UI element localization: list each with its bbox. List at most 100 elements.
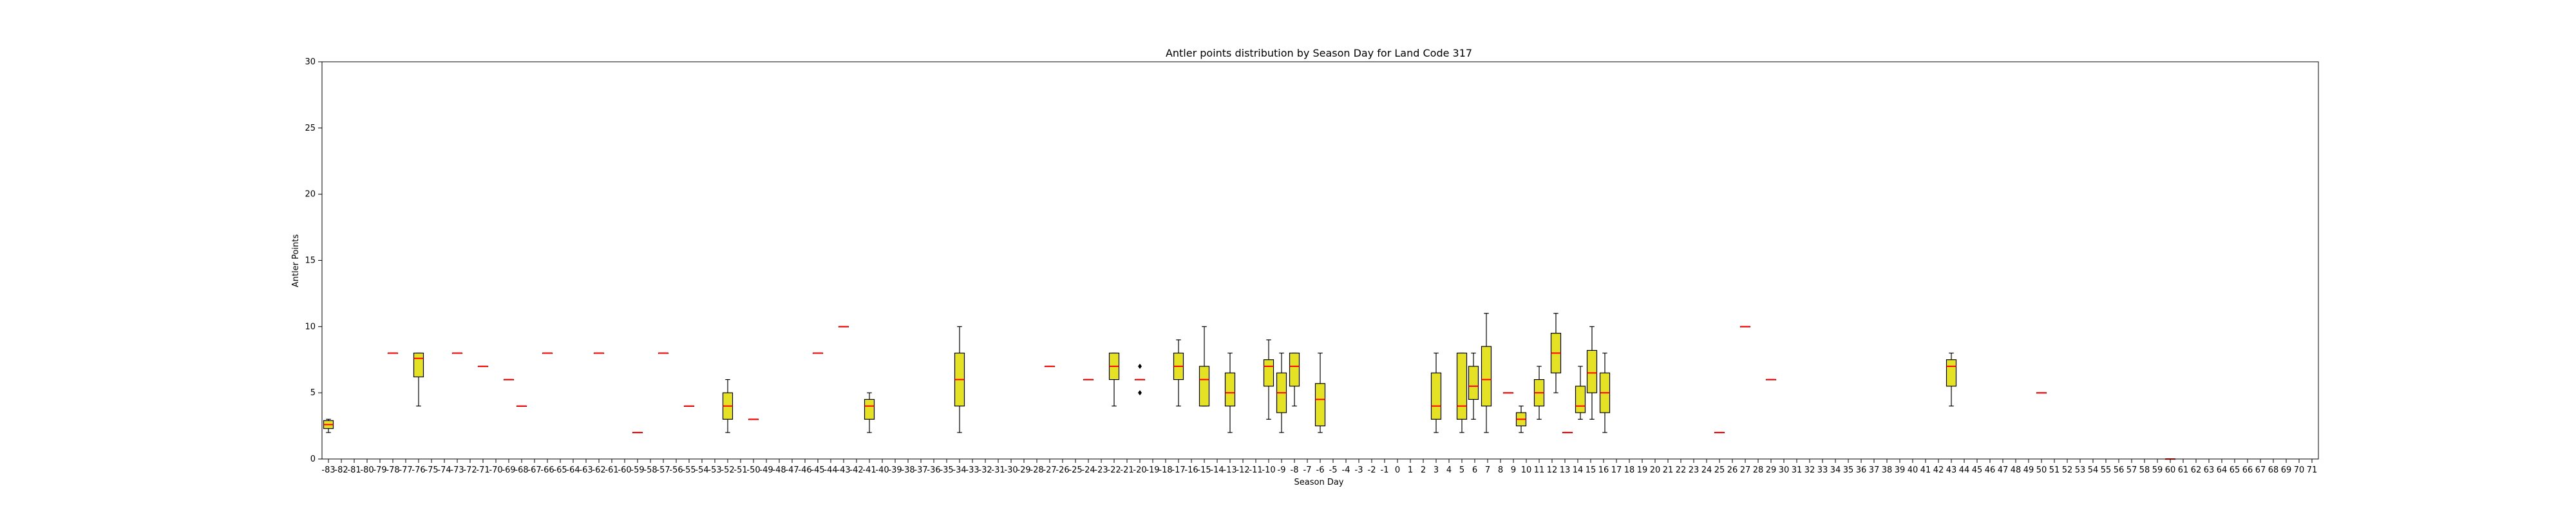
plot-area xyxy=(323,313,2176,460)
box xyxy=(1456,352,1468,420)
x-tick-label: 43 xyxy=(1946,465,1957,475)
box-plot--27 xyxy=(1044,366,1056,368)
box xyxy=(1314,383,1326,427)
x-tick-label: -38 xyxy=(901,465,914,475)
box-plot--13 xyxy=(1224,352,1236,433)
x-tick-label: 30 xyxy=(1779,465,1790,475)
box-plot-9.6 xyxy=(1515,406,1527,433)
box-plot-27 xyxy=(1739,326,1751,328)
x-tick-label: -47 xyxy=(785,465,799,475)
x-tick-label: -14 xyxy=(1210,465,1224,475)
x-tick-label: -74 xyxy=(437,465,451,475)
box-plot--6 xyxy=(1314,352,1326,433)
x-tick-label: 46 xyxy=(1985,465,1996,475)
x-tick-label: -52 xyxy=(721,465,734,475)
x-tick-label: 69 xyxy=(2281,465,2292,475)
x-tick-label: 10 xyxy=(1521,465,1532,475)
x-tick-label: -25 xyxy=(1068,465,1082,475)
box-plot--71 xyxy=(477,366,489,368)
x-tick-label: 71 xyxy=(2307,465,2318,475)
x-tick-label: -61 xyxy=(605,465,618,475)
box-plot--50 xyxy=(748,418,759,420)
x-tick-label: -2 xyxy=(1368,465,1376,475)
x-tick-label: 5 xyxy=(1459,465,1464,475)
chart-title: Antler points distribution by Season Day… xyxy=(1166,47,1472,59)
x-tick-label: -78 xyxy=(386,465,399,475)
x-tick-label: -76 xyxy=(412,465,425,475)
x-tick-label: -40 xyxy=(875,465,889,475)
y-tick-label: 0 xyxy=(310,454,316,464)
x-tick-label: 67 xyxy=(2255,465,2266,475)
x-tick-label: 31 xyxy=(1792,465,1803,475)
x-tick-label: -1 xyxy=(1381,465,1389,475)
x-tick-label: -23 xyxy=(1094,465,1108,475)
x-tick-label: -22 xyxy=(1107,465,1121,475)
box-plot-15.1 xyxy=(1586,326,1598,420)
x-tick-label: -24 xyxy=(1081,465,1095,475)
x-tick-label: -7 xyxy=(1303,465,1312,475)
box xyxy=(864,398,875,420)
box-plot-11 xyxy=(1533,366,1545,420)
x-tick-label: -4 xyxy=(1342,465,1350,475)
y-tick-label: 10 xyxy=(305,322,316,332)
x-tick-label: -41 xyxy=(862,465,876,475)
y-axis-label: Antler Points xyxy=(291,234,301,288)
box xyxy=(1575,386,1586,413)
x-tick-label: -62 xyxy=(592,465,605,475)
x-tick-label: 19 xyxy=(1637,465,1648,475)
box-plot--8 xyxy=(1289,352,1300,407)
x-ticks: -83-82-81-80-79-78-77-76-75-74-73-72-71-… xyxy=(321,459,2317,475)
x-tick-label: 27 xyxy=(1740,465,1751,475)
x-tick-label: -82 xyxy=(334,465,348,475)
x-tick-label: -68 xyxy=(515,465,528,475)
box xyxy=(1224,372,1236,407)
x-tick-label: -9 xyxy=(1278,465,1286,475)
box-plot--15 xyxy=(1198,326,1210,407)
y-tick-label: 25 xyxy=(305,124,316,133)
x-tick-label: -11 xyxy=(1249,465,1262,475)
x-tick-label: -72 xyxy=(463,465,477,475)
x-tick-label: -17 xyxy=(1171,465,1185,475)
x-tick-label: 55 xyxy=(2101,465,2112,475)
y-tick-label: 30 xyxy=(305,57,316,67)
x-tick-label: -19 xyxy=(1146,465,1159,475)
x-tick-label: 20 xyxy=(1650,465,1661,475)
x-tick-label: 4 xyxy=(1446,465,1452,475)
x-tick-label: 36 xyxy=(1856,465,1867,475)
x-tick-label: -80 xyxy=(360,465,374,475)
x-tick-label: 32 xyxy=(1804,465,1815,475)
x-tick-label: 21 xyxy=(1663,465,1674,475)
x-tick-label: 6 xyxy=(1472,465,1477,475)
x-tick-label: 61 xyxy=(2178,465,2189,475)
x-tick-label: 17 xyxy=(1611,465,1622,475)
x-tick-label: -6 xyxy=(1316,465,1325,475)
x-tick-label: -21 xyxy=(1120,465,1133,475)
x-tick-label: -65 xyxy=(553,465,567,475)
x-tick-label: 33 xyxy=(1817,465,1828,475)
x-tick-label: -30 xyxy=(1004,465,1018,475)
x-tick-label: 24 xyxy=(1701,465,1712,475)
x-tick-label: -28 xyxy=(1030,465,1043,475)
box xyxy=(1289,352,1300,387)
x-tick-label: 57 xyxy=(2126,465,2137,475)
axes-frame xyxy=(321,61,2319,460)
x-tick-label: 29 xyxy=(1766,465,1777,475)
x-tick-label: 59 xyxy=(2152,465,2163,475)
x-tick-label: -32 xyxy=(978,465,992,475)
x-tick-label: -29 xyxy=(1017,465,1030,475)
box xyxy=(413,352,424,378)
x-tick-label: 45 xyxy=(1972,465,1983,475)
x-tick-label: 12 xyxy=(1547,465,1558,475)
x-tick-label: 64 xyxy=(2217,465,2228,475)
x-tick-label: -43 xyxy=(837,465,850,475)
x-tick-label: -15 xyxy=(1197,465,1211,475)
x-tick-label: 3 xyxy=(1434,465,1439,475)
x-tick-label: -37 xyxy=(914,465,927,475)
x-tick-label: -26 xyxy=(1056,465,1069,475)
x-tick-label: 9 xyxy=(1511,465,1516,475)
x-axis-label: Season Day xyxy=(1294,478,1344,487)
x-tick-label: 8 xyxy=(1498,465,1503,475)
x-tick-label: 63 xyxy=(2204,465,2215,475)
x-tick-label: -44 xyxy=(824,465,837,475)
x-tick-label: -3 xyxy=(1355,465,1363,475)
